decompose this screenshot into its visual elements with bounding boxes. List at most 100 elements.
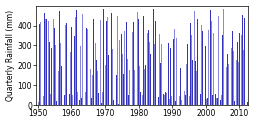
Bar [230, 48, 231, 105]
Bar [93, 32, 94, 105]
Bar [38, 102, 39, 105]
Bar [44, 13, 45, 105]
Bar [185, 64, 186, 105]
Bar [223, 95, 224, 105]
Bar [68, 70, 69, 105]
Bar [236, 42, 237, 105]
Bar [94, 93, 95, 105]
Bar [216, 98, 217, 105]
Bar [191, 60, 192, 105]
Bar [101, 103, 102, 105]
Bar [180, 100, 181, 105]
Bar [192, 43, 193, 105]
Bar [149, 54, 150, 105]
Bar [226, 54, 227, 105]
Bar [115, 95, 116, 105]
Bar [215, 98, 216, 105]
Bar [72, 62, 73, 105]
Bar [238, 33, 239, 105]
Bar [196, 19, 197, 105]
Bar [134, 103, 135, 105]
Bar [166, 42, 167, 105]
Bar [186, 44, 187, 105]
Bar [182, 100, 183, 105]
Bar [98, 97, 99, 105]
Bar [74, 36, 75, 105]
Bar [89, 10, 90, 105]
Bar [155, 53, 156, 105]
Bar [176, 41, 177, 105]
Bar [110, 35, 111, 105]
Bar [231, 31, 232, 105]
Bar [246, 102, 247, 105]
Bar [161, 28, 162, 105]
Bar [116, 75, 117, 105]
Bar [49, 42, 50, 105]
Bar [190, 35, 191, 105]
Bar [205, 99, 206, 105]
Bar [92, 19, 93, 105]
Bar [131, 103, 132, 105]
Bar [222, 9, 223, 105]
Bar [52, 47, 53, 105]
Bar [156, 46, 157, 105]
Bar [210, 21, 211, 105]
Bar [53, 19, 54, 105]
Bar [42, 103, 43, 105]
Bar [146, 18, 147, 105]
Bar [54, 29, 55, 105]
Bar [170, 96, 171, 105]
Bar [237, 62, 238, 105]
Bar [239, 47, 240, 105]
Bar [48, 21, 49, 105]
Bar [118, 40, 119, 105]
Bar [247, 62, 248, 105]
Bar [242, 50, 243, 105]
Bar [57, 42, 58, 105]
Bar [197, 34, 198, 105]
Bar [58, 71, 59, 105]
Bar [78, 48, 79, 105]
Bar [83, 39, 84, 105]
Bar [111, 13, 112, 105]
Bar [121, 34, 122, 105]
Bar [43, 96, 44, 105]
Bar [235, 60, 236, 105]
Bar [181, 104, 182, 105]
Bar [120, 97, 121, 105]
Bar [141, 55, 142, 105]
Bar [103, 97, 104, 105]
Bar [130, 94, 131, 105]
Bar [81, 98, 82, 105]
Bar [73, 100, 74, 105]
Bar [204, 46, 205, 105]
Bar [84, 31, 85, 105]
Bar [144, 65, 145, 105]
Bar [193, 102, 194, 105]
Bar [70, 52, 71, 105]
Bar [140, 15, 141, 105]
Bar [135, 104, 136, 105]
Bar [65, 25, 66, 105]
Bar [201, 31, 202, 105]
Bar [62, 67, 63, 105]
Bar [129, 101, 130, 105]
Bar [47, 56, 48, 105]
Bar [59, 11, 60, 105]
Bar [232, 51, 233, 105]
Bar [109, 14, 110, 105]
Bar [55, 45, 56, 105]
Bar [64, 95, 65, 105]
Bar [189, 23, 190, 105]
Bar [195, 71, 196, 105]
Bar [165, 93, 166, 105]
Bar [220, 95, 221, 105]
Bar [119, 98, 120, 105]
Bar [139, 92, 140, 105]
Bar [46, 67, 47, 105]
Bar [69, 94, 70, 105]
Bar [50, 94, 51, 105]
Bar [187, 44, 188, 105]
Bar [85, 92, 86, 105]
Bar [150, 42, 151, 105]
